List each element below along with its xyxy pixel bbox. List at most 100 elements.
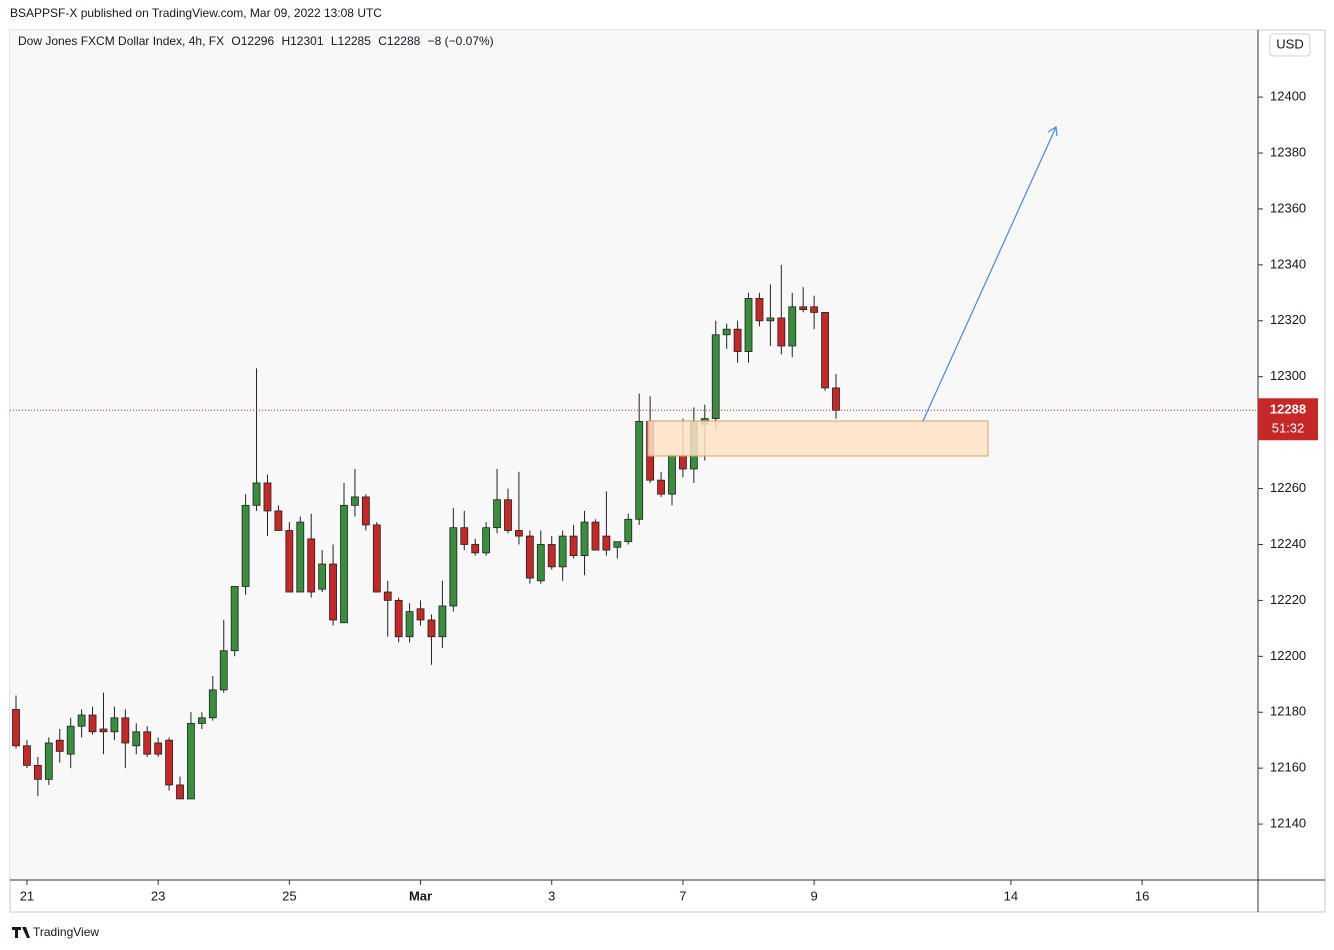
y-tick-label: 12200 xyxy=(1270,648,1306,663)
candle-body xyxy=(252,482,261,506)
candle-body xyxy=(23,745,31,766)
y-tick-label: 12260 xyxy=(1270,480,1306,495)
candle-body xyxy=(219,650,228,691)
y-tick-label: 12140 xyxy=(1270,816,1306,831)
candle-body xyxy=(711,334,720,420)
y-tick-label: 12300 xyxy=(1270,368,1306,383)
candle-body xyxy=(558,535,567,568)
candle-body xyxy=(121,717,130,744)
x-tick-label: 9 xyxy=(811,888,818,903)
candle-body xyxy=(536,544,545,582)
candle-body xyxy=(482,527,491,554)
candle-body xyxy=(187,723,195,800)
candle-body xyxy=(832,387,840,411)
candle-body xyxy=(525,535,534,579)
candle-body xyxy=(449,527,458,607)
candle-body xyxy=(329,563,337,621)
y-tick-label: 12160 xyxy=(1270,760,1306,775)
legend-symbol: Dow Jones FXCM Dollar Index, 4h, FX xyxy=(18,34,224,48)
candle-body xyxy=(110,717,119,733)
candle-body xyxy=(88,714,97,733)
candle-body xyxy=(296,521,305,593)
y-tick-label: 12220 xyxy=(1270,592,1306,607)
candle-body xyxy=(285,530,294,593)
candle-body xyxy=(154,742,163,755)
candle-body xyxy=(580,521,589,557)
candle-body xyxy=(405,611,414,638)
y-tick-label: 12400 xyxy=(1270,89,1306,104)
candle-body xyxy=(657,479,665,495)
legend: Dow Jones FXCM Dollar Index, 4h, FX O122… xyxy=(18,34,494,48)
legend-high: H12301 xyxy=(281,34,323,48)
candle-body xyxy=(722,328,731,336)
x-tick-label: 14 xyxy=(1004,888,1018,903)
candle-body xyxy=(351,496,359,506)
candle-body xyxy=(372,524,381,593)
x-tick-label: 25 xyxy=(282,888,296,903)
footer: TradingView xyxy=(33,925,99,939)
candle-body xyxy=(733,328,742,352)
candle-body xyxy=(361,496,370,526)
candle-body xyxy=(208,689,217,719)
candle-body xyxy=(438,605,447,638)
legend-change: −8 (−0.07%) xyxy=(428,34,494,48)
candle-body xyxy=(602,535,611,551)
x-tick-label: 7 xyxy=(679,888,686,903)
y-tick-label: 12240 xyxy=(1270,536,1306,551)
candle-body xyxy=(460,527,469,545)
legend-open: O12296 xyxy=(231,34,274,48)
candle-body xyxy=(515,530,523,537)
demand-zone xyxy=(647,420,989,457)
candle-body xyxy=(394,599,403,638)
x-tick-label: 3 xyxy=(548,888,555,903)
projection-arrow xyxy=(922,126,1057,422)
marks xyxy=(10,264,1258,800)
candle-body xyxy=(471,544,480,554)
candle-body xyxy=(274,510,283,531)
candle-body xyxy=(679,454,687,470)
x-tick-label: 23 xyxy=(151,888,165,903)
candle-body xyxy=(44,742,53,780)
candle-body xyxy=(132,731,141,747)
candle-body xyxy=(766,317,775,322)
candle-body xyxy=(12,709,20,747)
currency[interactable]: USD xyxy=(1276,36,1303,51)
last-price-label: 12288 xyxy=(1270,402,1306,417)
candle-body xyxy=(788,306,797,347)
currency-button[interactable] xyxy=(1269,33,1311,57)
candle-body xyxy=(591,521,600,551)
x-tick-label: 16 xyxy=(1135,888,1149,903)
candle-body xyxy=(33,764,42,780)
candle-body xyxy=(624,518,633,543)
header: BSAPPSF-X published on TradingView.com, … xyxy=(10,6,382,20)
candle-body xyxy=(197,717,206,724)
candle-body xyxy=(318,563,327,590)
candle-body xyxy=(143,731,152,755)
x-tick-label: Mar xyxy=(409,888,432,903)
candle-body xyxy=(613,541,622,548)
plot-area xyxy=(10,30,1258,880)
candle-body xyxy=(635,421,644,520)
logo-icon xyxy=(12,927,30,938)
candle-body xyxy=(668,454,676,495)
candle-body xyxy=(504,499,512,531)
candle-body xyxy=(165,739,173,786)
candle-body xyxy=(230,586,239,652)
candle-body xyxy=(821,312,829,389)
candle-body xyxy=(744,298,753,352)
candle-body xyxy=(55,739,64,752)
candle-body xyxy=(66,725,75,755)
candle-body xyxy=(383,591,392,601)
arrow-head xyxy=(1047,125,1058,137)
candle-body xyxy=(493,499,501,529)
candle-body xyxy=(777,317,786,347)
countdown: 51:32 xyxy=(1272,421,1305,436)
y-tick-label: 12340 xyxy=(1270,256,1306,271)
y-tick-label: 12360 xyxy=(1270,200,1306,215)
y-tick-label: 12180 xyxy=(1270,704,1306,719)
y-tick-label: 12320 xyxy=(1270,312,1306,327)
candle-body xyxy=(77,714,86,727)
candle-body xyxy=(755,298,764,322)
